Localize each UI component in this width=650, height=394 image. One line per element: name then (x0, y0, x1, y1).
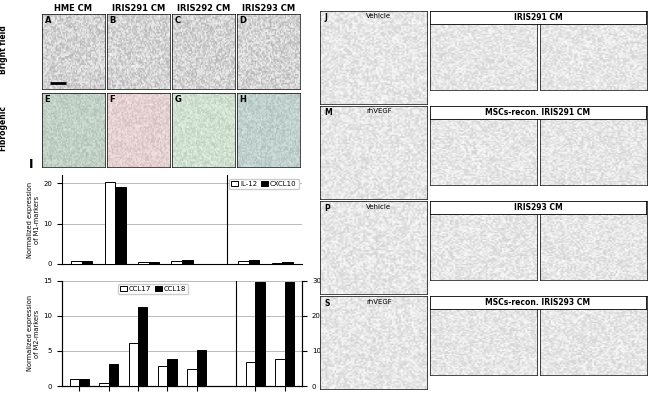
Text: Vehicle: Vehicle (367, 13, 391, 19)
Text: O: O (544, 108, 551, 117)
Bar (115, 188, 126, 264)
Bar (158, 366, 167, 386)
Text: R: R (544, 203, 550, 212)
Text: P: P (324, 204, 330, 212)
Bar (246, 362, 255, 386)
Bar (275, 359, 285, 386)
Text: G: G (175, 95, 181, 104)
Title: HME CM: HME CM (55, 4, 92, 13)
Bar (109, 364, 118, 386)
Text: Vehicle: Vehicle (367, 204, 391, 210)
Text: Ki8751: Ki8751 (587, 108, 611, 114)
Bar (238, 261, 249, 264)
Text: C: C (175, 16, 181, 25)
Text: –: – (488, 298, 491, 304)
Text: N: N (434, 108, 441, 117)
Text: –: – (488, 13, 491, 19)
Text: Ki8751: Ki8751 (587, 203, 611, 209)
Text: IRIS293 CM: IRIS293 CM (514, 203, 562, 212)
Text: A: A (45, 16, 51, 25)
Text: H: H (240, 95, 246, 104)
Bar (149, 262, 159, 264)
Text: E: E (45, 95, 50, 104)
Bar (105, 182, 115, 264)
Bar (172, 261, 182, 264)
Bar (70, 379, 79, 386)
Text: B: B (110, 16, 116, 25)
Text: Q: Q (434, 203, 441, 212)
Text: T: T (434, 298, 439, 307)
Bar (129, 342, 138, 386)
Text: D: D (240, 16, 247, 25)
Bar (255, 282, 265, 386)
Bar (187, 369, 197, 386)
Text: Ki8751: Ki8751 (587, 298, 611, 304)
Legend: CCL17, CCL18: CCL17, CCL18 (118, 284, 188, 294)
Bar (71, 261, 82, 264)
Bar (167, 359, 177, 386)
Legend: IL-12, CXCL10: IL-12, CXCL10 (229, 179, 299, 189)
Title: IRIS292 CM: IRIS292 CM (177, 4, 230, 13)
Y-axis label: Normalized expression
of M1-markers: Normalized expression of M1-markers (27, 182, 40, 258)
Text: J: J (324, 13, 327, 22)
Text: –: – (488, 203, 491, 209)
Text: M: M (324, 108, 332, 117)
Text: MSCs-recon. IRIS293 CM: MSCs-recon. IRIS293 CM (486, 298, 591, 307)
Text: –: – (488, 108, 491, 114)
Bar (249, 260, 259, 264)
Title: IRIS291 CM: IRIS291 CM (112, 4, 165, 13)
Text: I: I (29, 158, 34, 171)
Text: rhVEGF: rhVEGF (366, 108, 392, 115)
Text: Bright field: Bright field (0, 25, 8, 74)
Bar (272, 263, 282, 264)
Text: IRIS291 CM: IRIS291 CM (514, 13, 562, 22)
Text: MSCs-recon. IRIS291 CM: MSCs-recon. IRIS291 CM (486, 108, 591, 117)
Title: IRIS293 CM: IRIS293 CM (242, 4, 295, 13)
Bar (282, 262, 293, 264)
Bar (197, 350, 206, 386)
Y-axis label: Normalized expression
of M2-markers: Normalized expression of M2-markers (27, 296, 40, 372)
Bar (138, 307, 148, 386)
Bar (79, 379, 89, 386)
Text: K: K (434, 13, 440, 22)
Text: F: F (110, 95, 115, 104)
Bar (285, 282, 294, 386)
Bar (138, 262, 149, 264)
Text: Fibrogenic: Fibrogenic (0, 105, 8, 151)
Bar (82, 261, 92, 264)
Text: Ki8751: Ki8751 (587, 13, 611, 19)
Bar (99, 383, 109, 386)
Text: L: L (544, 13, 549, 22)
Bar (182, 260, 192, 264)
Text: S: S (324, 299, 330, 308)
Text: U: U (544, 298, 551, 307)
Text: rhVEGF: rhVEGF (366, 299, 392, 305)
